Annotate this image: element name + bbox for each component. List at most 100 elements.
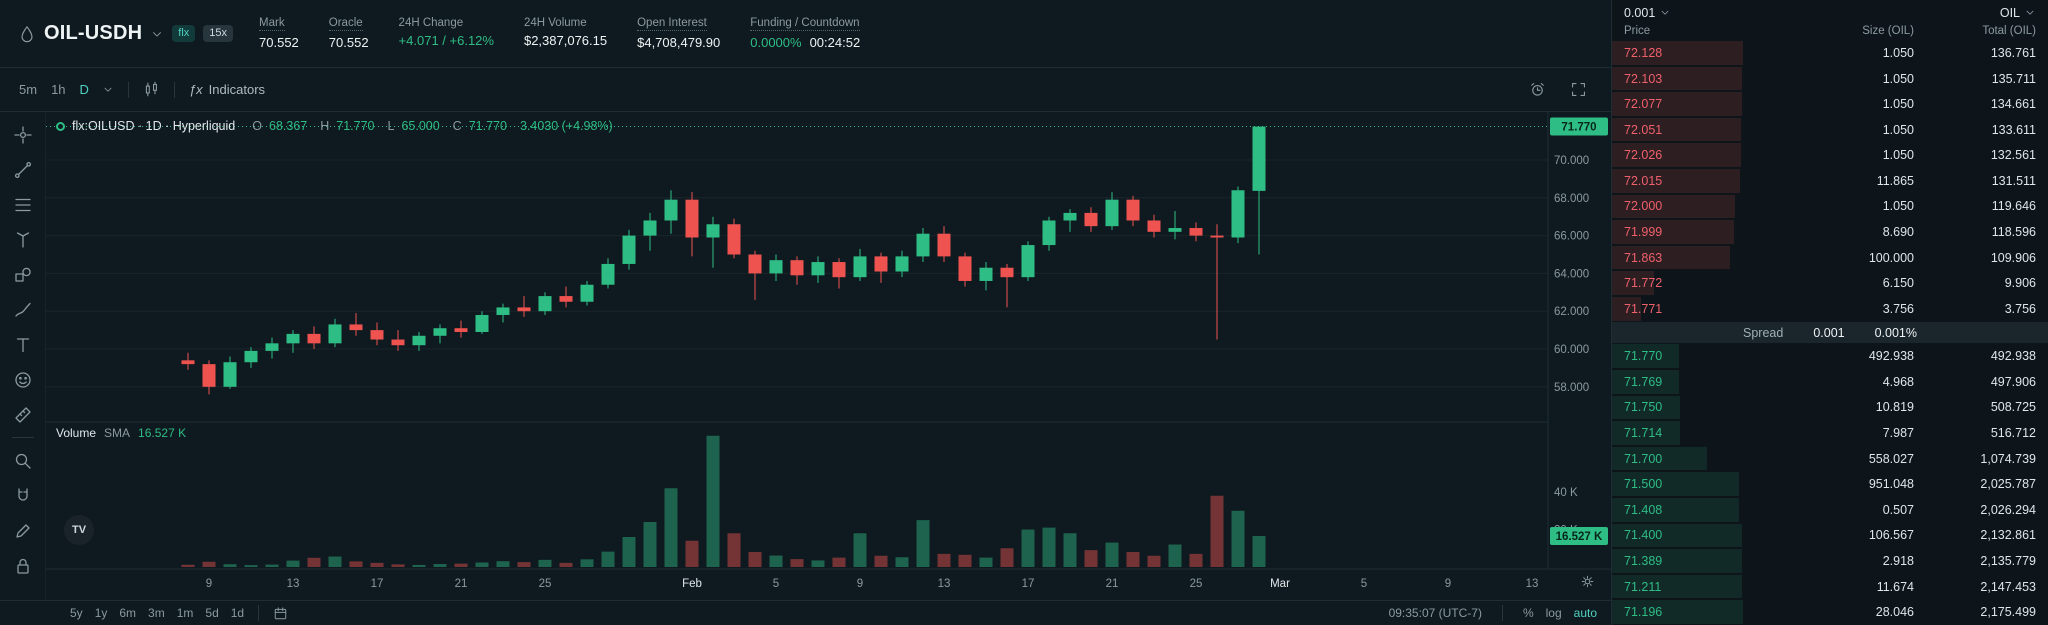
range-5y-button[interactable]: 5y <box>64 604 89 622</box>
trend-line-icon[interactable] <box>6 153 40 186</box>
orderbook-column-headers: Price Size (OIL) Total (OIL) <box>1612 22 2048 40</box>
range-3m-button[interactable]: 3m <box>142 604 171 622</box>
lock-icon[interactable] <box>6 549 40 582</box>
brush-icon[interactable] <box>6 293 40 326</box>
legend-low-value: 65.000 <box>401 119 440 133</box>
size: 4.968 <box>1882 374 1914 389</box>
fullscreen-icon[interactable] <box>1564 77 1593 102</box>
pitchfork-icon[interactable] <box>6 223 40 256</box>
stat-value: 70.552 <box>259 35 299 50</box>
funding-rate: 0.0000% <box>750 35 802 50</box>
svg-text:Mar: Mar <box>1270 578 1290 590</box>
drawing-toolbar-divider <box>11 437 34 438</box>
price: 72.051 <box>1624 122 1663 137</box>
ask-row[interactable]: 72.051 1.050 133.611 <box>1612 117 2048 143</box>
bid-row[interactable]: 71.700 558.027 1,074.739 <box>1612 446 2048 472</box>
bid-row[interactable]: 71.770 492.938 492.938 <box>1612 343 2048 369</box>
chevron-down-icon <box>1661 11 1669 15</box>
total-column-header: Total (OIL) <box>1982 25 2036 38</box>
total: 508.725 <box>1990 400 2036 415</box>
log-scale-button[interactable]: log <box>1545 606 1562 620</box>
total: 2,175.499 <box>1980 605 2036 620</box>
ask-row[interactable]: 71.999 8.690 118.596 <box>1612 219 2048 245</box>
total: 119.646 <box>1991 199 2036 214</box>
text-tool-icon[interactable] <box>6 328 40 361</box>
bid-row[interactable]: 71.196 28.046 2,175.499 <box>1612 599 2048 625</box>
timeframe-1d-button[interactable]: D <box>73 78 96 101</box>
svg-text:68.000: 68.000 <box>1554 193 1589 205</box>
chevron-down-icon[interactable] <box>150 27 164 41</box>
emoji-icon[interactable] <box>6 363 40 396</box>
svg-text:5: 5 <box>1361 578 1367 590</box>
timeframe-5m-button[interactable]: 5m <box>12 78 44 101</box>
volume-title[interactable]: Volume <box>56 426 97 440</box>
bid-row[interactable]: 71.211 11.674 2,147.453 <box>1612 574 2048 600</box>
range-1m-button[interactable]: 1m <box>171 604 200 622</box>
range-5d-button[interactable]: 5d <box>199 604 224 622</box>
calendar-icon[interactable] <box>267 602 294 625</box>
legend-symbol[interactable]: flx:OILUSD · 1D · Hyperliquid <box>72 119 236 133</box>
price: 72.015 <box>1624 173 1663 188</box>
ask-row[interactable]: 72.015 11.865 131.511 <box>1612 168 2048 194</box>
indicators-button[interactable]: ƒx Indicators <box>183 78 271 101</box>
total: 136.761 <box>1990 45 2036 60</box>
ask-row[interactable]: 72.103 1.050 135.711 <box>1612 66 2048 92</box>
ask-row[interactable]: 72.026 1.050 132.561 <box>1612 142 2048 168</box>
tradingview-logo[interactable]: TV <box>64 515 94 545</box>
crosshair-icon[interactable] <box>6 118 40 151</box>
ask-row[interactable]: 72.077 1.050 134.661 <box>1612 91 2048 117</box>
market-ticker[interactable]: OIL-USDH <box>44 22 143 44</box>
axis-settings-gear-icon[interactable] <box>1580 574 1595 594</box>
bid-row[interactable]: 71.500 951.048 2,025.787 <box>1612 471 2048 497</box>
price: 71.771 <box>1624 301 1663 316</box>
svg-text:13: 13 <box>1526 578 1539 590</box>
timeframe-1h-button[interactable]: 1h <box>44 78 72 101</box>
svg-text:5: 5 <box>773 578 779 590</box>
auto-scale-button[interactable]: auto <box>1573 606 1597 620</box>
bid-row[interactable]: 71.408 0.507 2,026.294 <box>1612 497 2048 523</box>
range-1y-button[interactable]: 1y <box>89 604 114 622</box>
bid-row[interactable]: 71.389 2.918 2,135.779 <box>1612 548 2048 574</box>
range-6m-button[interactable]: 6m <box>113 604 142 622</box>
shapes-pattern-icon[interactable] <box>6 258 40 291</box>
total: 497.906 <box>1990 374 2036 389</box>
timeframe-dropdown-chevron-icon[interactable] <box>96 80 120 100</box>
flx-badge: flx <box>172 25 196 42</box>
price: 71.196 <box>1624 605 1663 620</box>
ask-row[interactable]: 71.772 6.150 9.906 <box>1612 270 2048 296</box>
candle-style-icon[interactable] <box>137 77 166 102</box>
bid-row[interactable]: 71.714 7.987 516.712 <box>1612 420 2048 446</box>
chart-bottom-bar: 5y 1y 6m 3m 1m 5d 1d 09:35:07 (UTC-7) % … <box>0 600 1611 625</box>
bottom-bar-divider <box>258 605 260 621</box>
range-1d-button[interactable]: 1d <box>225 604 250 622</box>
clock-readout[interactable]: 09:35:07 (UTC-7) <box>1388 606 1482 620</box>
bid-row[interactable]: 71.769 4.968 497.906 <box>1612 369 2048 395</box>
ask-row[interactable]: 71.771 3.756 3.756 <box>1612 296 2048 322</box>
percent-scale-button[interactable]: % <box>1522 606 1534 620</box>
stat-label: Funding / Countdown <box>750 17 860 31</box>
stat-24h-volume: 24H Volume $2,387,076.15 <box>524 17 607 48</box>
total: 132.561 <box>1990 148 2036 163</box>
bid-row[interactable]: 71.400 106.567 2,132.861 <box>1612 523 2048 549</box>
ask-row[interactable]: 71.863 100.000 109.906 <box>1612 245 2048 271</box>
price-chart-canvas[interactable]: 70.000 68.000 66.000 64.000 62.000 60.000 58.0… <box>46 112 1611 600</box>
size: 951.048 <box>1868 477 1914 492</box>
ask-row[interactable]: 72.000 1.050 119.646 <box>1612 194 2048 220</box>
svg-text:70.000: 70.000 <box>1554 155 1589 167</box>
fib-retracement-icon[interactable] <box>6 188 40 221</box>
tick-size-select[interactable]: 0.001 <box>1624 6 1671 20</box>
size: 106.567 <box>1868 528 1914 543</box>
ask-row[interactable]: 72.128 1.050 136.761 <box>1612 40 2048 66</box>
ruler-icon[interactable] <box>6 398 40 431</box>
unit-value: OIL <box>1999 6 2020 21</box>
total: 3.756 <box>2004 301 2036 316</box>
bid-row[interactable]: 71.750 10.819 508.725 <box>1612 395 2048 421</box>
alert-icon[interactable] <box>1523 77 1552 102</box>
unit-select[interactable]: OIL <box>2000 6 2036 20</box>
market-selector[interactable]: OIL-USDH flx 15x <box>18 22 234 45</box>
zoom-icon[interactable] <box>6 444 40 477</box>
edit-pencil-icon[interactable] <box>6 514 40 547</box>
magnet-icon[interactable] <box>6 479 40 512</box>
size: 492.938 <box>1868 349 1914 364</box>
stat-oracle: Oracle 70.552 <box>328 17 369 50</box>
